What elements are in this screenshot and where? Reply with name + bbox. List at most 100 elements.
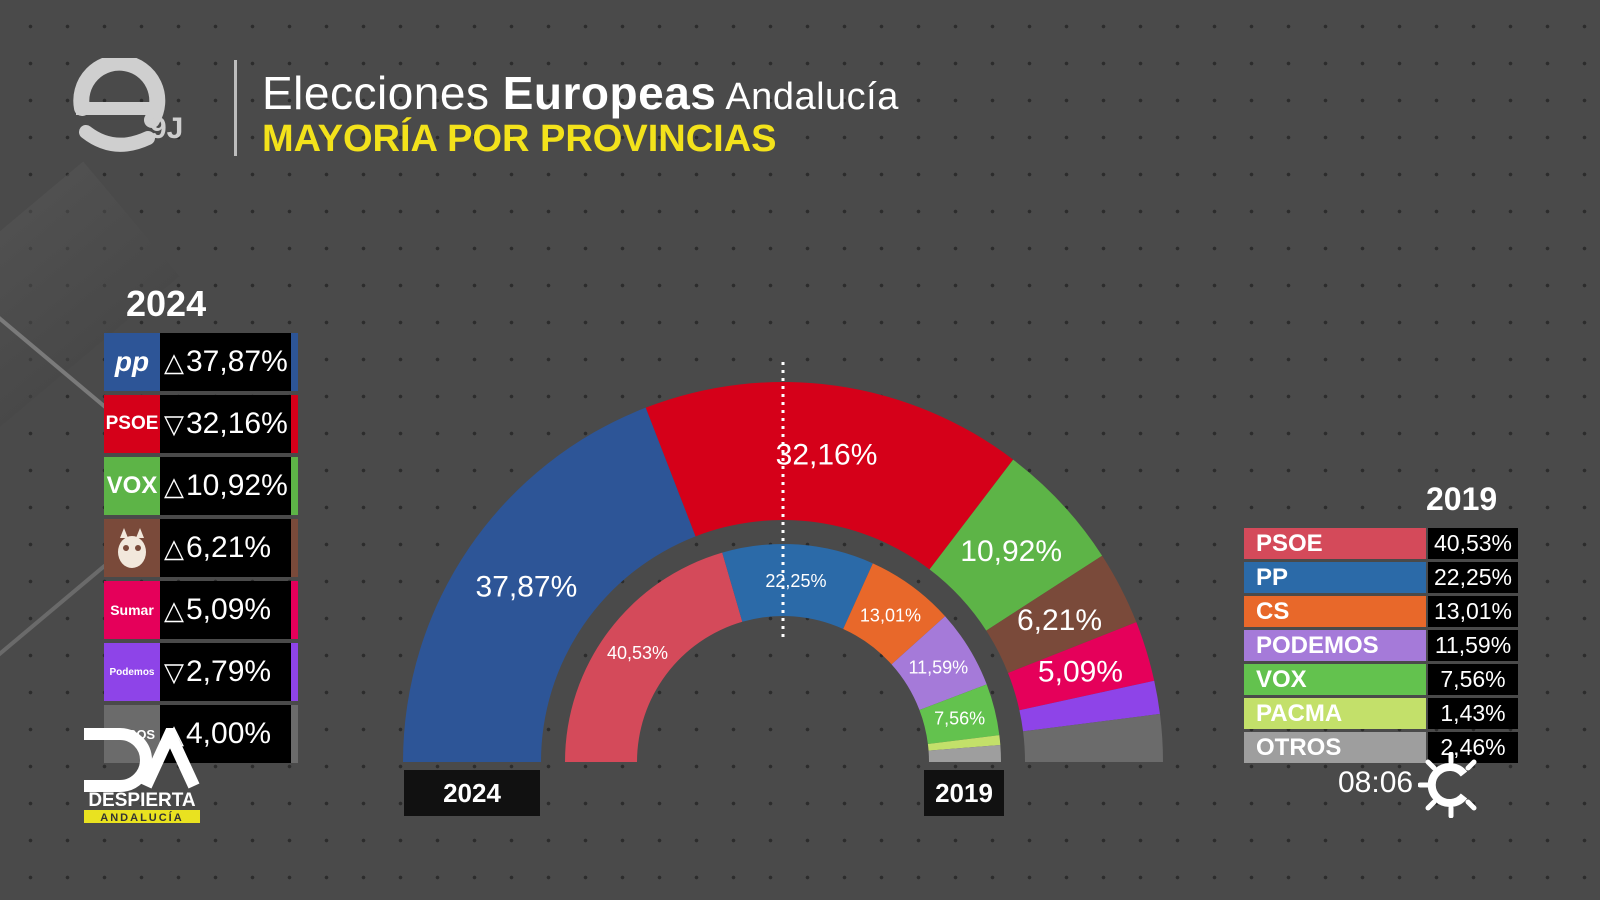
outer-label-psoe: 32,16% bbox=[776, 439, 878, 472]
inner-label-podemos: 11,59% bbox=[908, 657, 968, 677]
party-name: PSOE bbox=[1244, 528, 1426, 559]
result-pct: 22,25% bbox=[1428, 562, 1518, 593]
inner-slice-pacma bbox=[927, 735, 1001, 751]
outer-label-salf: 6,21% bbox=[1017, 604, 1102, 637]
party-name: PP bbox=[1244, 562, 1426, 593]
outer-label-sumar: 5,09% bbox=[1038, 656, 1123, 689]
result-row-psoe: PSOE ▽32,16% bbox=[104, 395, 298, 453]
outer-slice-salf bbox=[986, 555, 1137, 673]
inner-label-pp: 22,25% bbox=[765, 571, 826, 591]
result-pct: 1,43% bbox=[1428, 698, 1518, 729]
show-logo-line2: ANDALUCÍA bbox=[100, 811, 183, 824]
result-row-podemos: Podemos ▽2,79% bbox=[104, 643, 298, 701]
title-part: Europeas bbox=[502, 67, 717, 119]
party-name: VOX bbox=[1244, 664, 1426, 695]
result-row-pp: pp △37,87% bbox=[104, 333, 298, 391]
result-row-pacma: PACMA 1,43% bbox=[1244, 698, 1518, 729]
party-name: PODEMOS bbox=[1244, 630, 1426, 661]
result-pct: 11,59% bbox=[1428, 630, 1518, 661]
party-color-strip bbox=[291, 395, 298, 453]
result-pct: 4,00% bbox=[186, 717, 272, 750]
party-name: PACMA bbox=[1244, 698, 1426, 729]
vox-logo: VOX bbox=[104, 457, 160, 515]
result-row-sumar: Sumar △5,09% bbox=[104, 581, 298, 639]
party-color-strip bbox=[291, 457, 298, 515]
outer-year-label: 2024 bbox=[404, 770, 540, 816]
result-row-vox: VOX △10,92% bbox=[104, 457, 298, 515]
inner-slice-psoe bbox=[565, 552, 743, 762]
result-row-cs: CS 13,01% bbox=[1244, 596, 1518, 627]
party-color-strip bbox=[291, 581, 298, 639]
podemos-logo: Podemos bbox=[104, 643, 160, 701]
show-logo-line1: DESPIERTA bbox=[88, 790, 196, 811]
result-pct: 10,92% bbox=[186, 469, 288, 502]
party-color-strip bbox=[291, 519, 298, 577]
result-pct: 2,46% bbox=[1428, 732, 1518, 763]
result-row-pp: PP 22,25% bbox=[1244, 562, 1518, 593]
result-row-vox: VOX 7,56% bbox=[1244, 664, 1518, 695]
outer-slice-podemos bbox=[1019, 680, 1160, 732]
trend-down-icon: ▽ bbox=[164, 409, 184, 439]
result-value: △6,21% bbox=[164, 519, 271, 577]
inner-slice-cs bbox=[843, 563, 946, 665]
party-color-strip bbox=[291, 333, 298, 391]
left-year-label: 2024 bbox=[126, 283, 207, 324]
result-row-otros: OTROS 2,46% bbox=[1244, 732, 1518, 763]
party-color-strip bbox=[291, 643, 298, 701]
show-logo: DESPIERTA ANDALUCÍA bbox=[84, 728, 200, 824]
result-pct: 37,87% bbox=[186, 345, 288, 378]
trend-up-icon: △ bbox=[164, 471, 184, 501]
outer-slice-otros bbox=[1023, 713, 1163, 762]
result-value: ▽2,79% bbox=[164, 643, 271, 701]
inner-year-label: 2019 bbox=[924, 770, 1004, 816]
result-value: △5,09% bbox=[164, 581, 271, 639]
result-pct: 13,01% bbox=[1428, 596, 1518, 627]
result-pct: 7,56% bbox=[1428, 664, 1518, 695]
result-pct: 40,53% bbox=[1428, 528, 1518, 559]
squirrel-logo-icon bbox=[104, 519, 160, 577]
title-part: Andalucía bbox=[716, 76, 899, 118]
inner-label-psoe: 40,53% bbox=[607, 643, 668, 663]
party-color-strip bbox=[291, 705, 298, 763]
psoe-logo: PSOE bbox=[104, 395, 160, 453]
sumar-logo: Sumar bbox=[104, 581, 160, 639]
outer-slice-vox bbox=[929, 459, 1103, 631]
elections-logo bbox=[73, 58, 166, 152]
trend-down-icon: ▽ bbox=[164, 657, 184, 687]
inner-slice-podemos bbox=[891, 616, 987, 711]
result-value: ▽32,16% bbox=[164, 395, 288, 453]
result-row-psoe: PSOE 40,53% bbox=[1244, 528, 1518, 559]
trend-up-icon: △ bbox=[164, 533, 184, 563]
outer-slice-psoe bbox=[645, 382, 1014, 570]
result-value: △10,92% bbox=[164, 457, 288, 515]
title-part: Elecciones bbox=[262, 67, 503, 119]
outer-label-pp: 37,87% bbox=[476, 571, 578, 604]
page-subtitle: MAYORÍA POR PROVINCIAS bbox=[262, 118, 777, 160]
result-pct: 5,09% bbox=[186, 593, 272, 626]
result-pct: 2,79% bbox=[186, 655, 272, 688]
page-title: Elecciones Europeas Andalucía bbox=[262, 66, 899, 120]
outer-slice-sumar bbox=[1008, 622, 1155, 711]
channel-logo-icon bbox=[1418, 752, 1477, 818]
result-pct: 6,21% bbox=[186, 531, 272, 564]
party-name: CS bbox=[1244, 596, 1426, 627]
clock-time: 08:06 bbox=[1338, 766, 1414, 799]
outer-slice-pp bbox=[403, 407, 696, 762]
result-row-salf: △6,21% bbox=[104, 519, 298, 577]
inner-label-vox: 7,56% bbox=[934, 708, 985, 728]
trend-up-icon: △ bbox=[164, 595, 184, 625]
pp-logo: pp bbox=[104, 333, 160, 391]
inner-slice-vox bbox=[919, 684, 1000, 744]
result-row-otros: OTROS △4,00% bbox=[104, 705, 298, 763]
inner-label-cs: 13,01% bbox=[860, 605, 921, 625]
outer-label-vox: 10,92% bbox=[960, 535, 1062, 568]
trend-up-icon: △ bbox=[164, 347, 184, 377]
logo-tag: 9J bbox=[150, 112, 184, 145]
right-year-label: 2019 bbox=[1426, 481, 1498, 517]
result-value: △37,87% bbox=[164, 333, 288, 391]
party-name: OTROS bbox=[1244, 732, 1426, 763]
result-row-podemos: PODEMOS 11,59% bbox=[1244, 630, 1518, 661]
inner-slice-pp bbox=[722, 543, 873, 629]
result-pct: 32,16% bbox=[186, 407, 288, 440]
